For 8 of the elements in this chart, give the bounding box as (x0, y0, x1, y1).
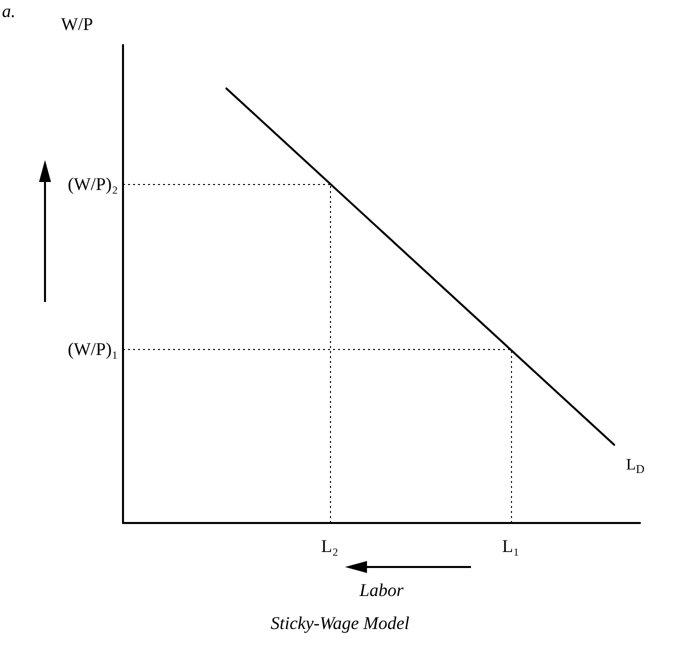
x-axis-title: Labor (358, 580, 405, 600)
y-axis-title: W/P (60, 14, 93, 34)
text: Sticky-Wage Model (270, 613, 410, 633)
ref-line-label: (W/P)₂ (68, 174, 118, 194)
text: a. (2, 1, 16, 21)
ref-line-label: (W/P)₁ (68, 339, 118, 360)
x-tick-label: L₁ (502, 536, 520, 556)
x-tick-label: L₂ (321, 536, 338, 556)
